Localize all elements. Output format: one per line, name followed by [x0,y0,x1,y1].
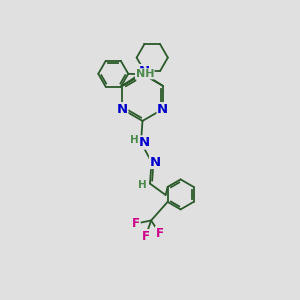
Text: H: H [130,135,139,145]
Text: N: N [139,64,150,78]
Text: N: N [137,68,148,81]
Text: N: N [149,155,161,169]
Text: N: N [139,136,150,149]
Text: NH: NH [136,69,154,79]
Text: F: F [142,230,150,243]
Text: F: F [132,217,140,230]
Text: F: F [155,226,164,240]
Text: N: N [117,103,128,116]
Text: N: N [157,103,168,116]
Text: H: H [138,180,147,190]
